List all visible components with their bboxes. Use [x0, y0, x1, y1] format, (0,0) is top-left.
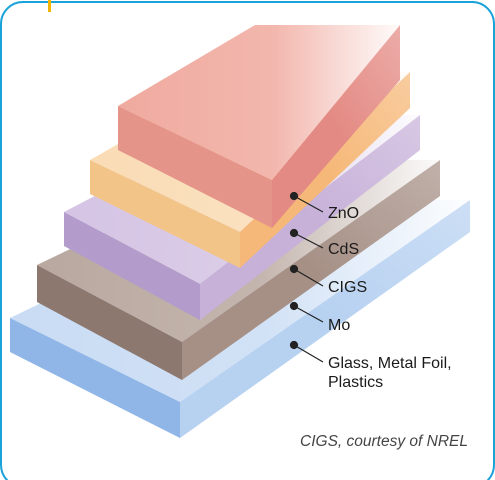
layer-zno	[118, 25, 400, 228]
layer-label-glass-line2: Plastics	[328, 374, 383, 391]
figure-caption: CIGS, courtesy of NREL	[300, 433, 468, 450]
layer-mo-front	[37, 265, 182, 380]
layer-zno-front	[118, 106, 272, 228]
layer-glass-front	[10, 318, 180, 438]
layer-label-cigs: CIGS	[328, 279, 367, 296]
layer-cigs-front	[64, 212, 200, 320]
accent-tab	[48, 0, 51, 12]
layer-cds-front	[90, 160, 240, 268]
label-leaders	[289, 191, 324, 363]
layer-label-zno: ZnO	[328, 205, 359, 222]
layer-label-mo: Mo	[328, 317, 350, 334]
layer-label-glass-line1: Glass, Metal Foil,	[328, 355, 452, 372]
layer-label-cds: CdS	[328, 241, 359, 258]
